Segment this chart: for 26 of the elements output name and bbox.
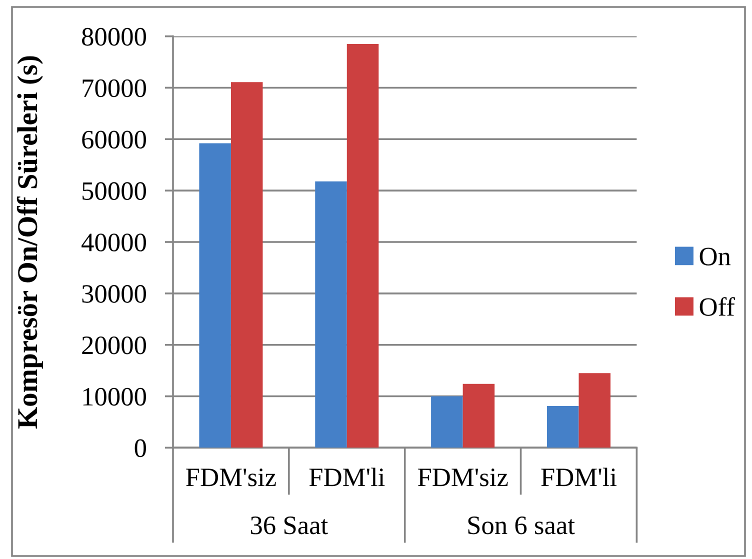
bar (346, 44, 379, 448)
y-tick-label: 0 (134, 439, 146, 458)
bar (578, 373, 610, 448)
y-tick-label: 10000 (83, 388, 146, 406)
text: Son 6 saat (468, 516, 575, 534)
x-tick-label: FDM'li (541, 468, 617, 486)
bar (431, 396, 463, 448)
bar (315, 181, 347, 448)
y-tick-label: 40000 (82, 234, 146, 252)
y-tick-label: 70000 (82, 79, 146, 98)
y-axis-title: Kompresör On/Off Süreleri (s) (16, 56, 43, 429)
y-tick-label: 20000 (82, 336, 146, 354)
text: 36 Saat (250, 516, 328, 534)
y-tick-label: 80000 (82, 28, 146, 46)
y-tick-label: 50000 (82, 182, 146, 200)
x-tick-label: FDM'siz (186, 468, 276, 486)
legend-label: Off (700, 297, 735, 316)
x-tick-label: FDM'siz (418, 468, 508, 486)
bar (546, 406, 579, 448)
y-tick-label: 30000 (82, 285, 146, 303)
bar (230, 82, 263, 448)
bar (462, 384, 495, 448)
y-tick-label: 60000 (82, 130, 146, 149)
legend-label: On (700, 248, 731, 266)
bar (199, 143, 231, 448)
x-tick-label: FDM'li (309, 468, 385, 486)
